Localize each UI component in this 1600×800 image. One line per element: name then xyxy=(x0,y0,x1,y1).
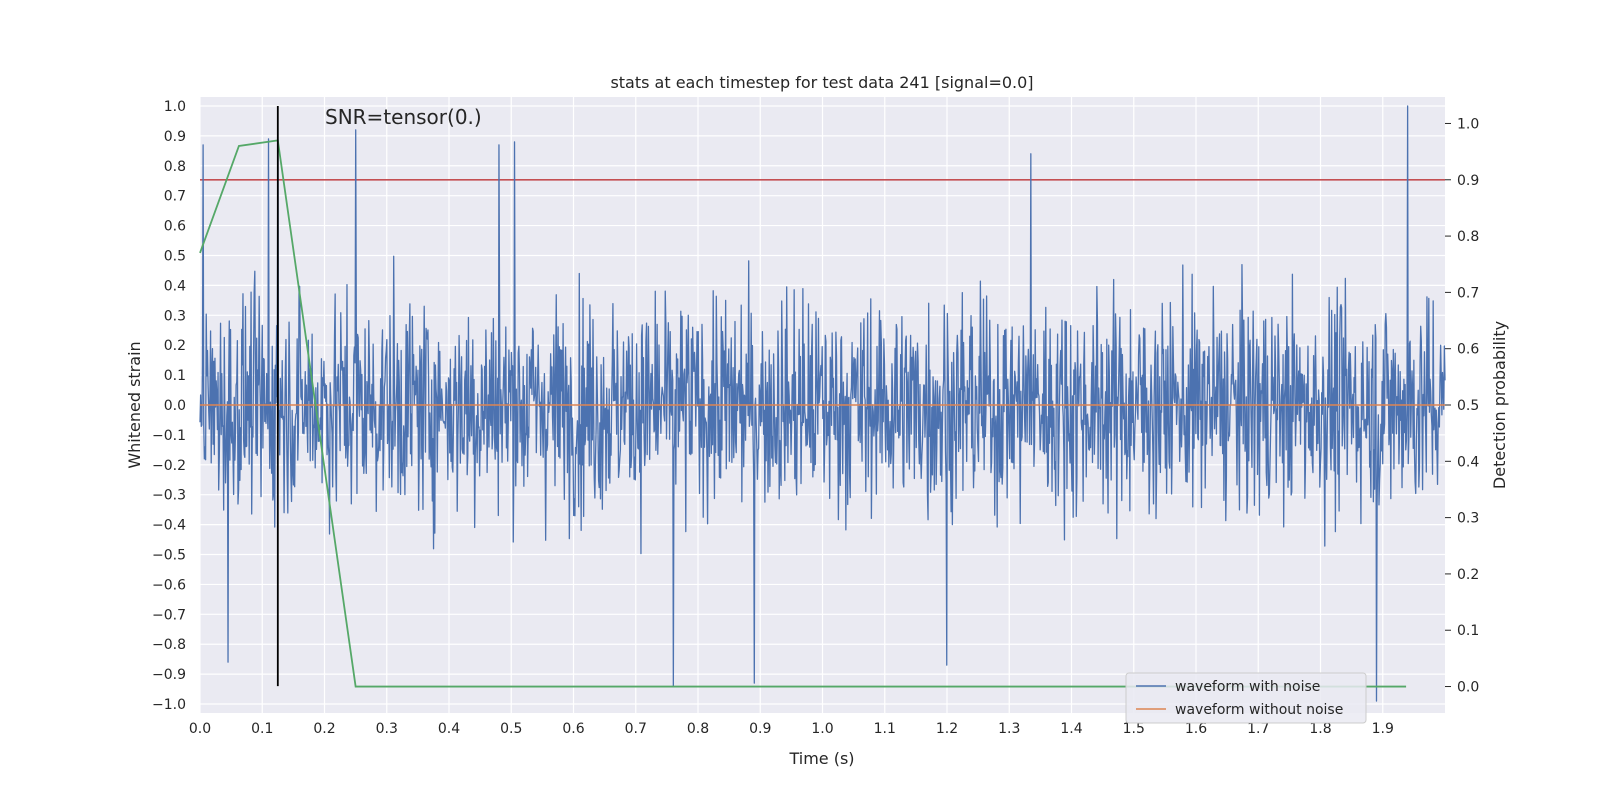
x-tick-label: 0.4 xyxy=(438,721,460,737)
x-axis-label: Time (s) xyxy=(788,749,854,768)
ticks: 0.0 0.1 0.2 0.3 0.4 0.5 0.6 0.7 0.8 0.9 1.0 1.1 1.2 1… xyxy=(152,99,1479,737)
y-tick-label: −0.1 xyxy=(152,428,186,444)
y2-tick-label: 0.5 xyxy=(1457,398,1479,414)
y2-tick-label: 0.3 xyxy=(1457,511,1479,527)
x-tick-label: 0.1 xyxy=(251,721,273,737)
y2-tick-label: 0.0 xyxy=(1457,680,1479,696)
series xyxy=(199,105,1446,702)
y-tick-label: −0.6 xyxy=(152,577,186,593)
x-tick-label: 1.5 xyxy=(1123,721,1145,737)
x-tick-label: 1.2 xyxy=(936,721,958,737)
x-tick-label: 1.1 xyxy=(874,721,896,737)
waveform-with-noise-line xyxy=(199,105,1446,702)
y-tick-label: 0.1 xyxy=(164,368,186,384)
legend-box xyxy=(1125,672,1367,724)
chart-title: stats at each timestep for test data 241… xyxy=(610,73,1033,92)
x-tick-label: 0.0 xyxy=(189,721,211,737)
x-tick-label: 1.4 xyxy=(1060,721,1082,737)
x-tick-label: 0.7 xyxy=(625,721,647,737)
y-tick-label: 1.0 xyxy=(164,99,186,115)
y2-tick-label: 0.8 xyxy=(1457,229,1479,245)
x-tick-label: 0.3 xyxy=(376,721,398,737)
y-tick-label: 0.3 xyxy=(164,308,186,324)
x-tick-label: 1.6 xyxy=(1185,721,1207,737)
y-tick-label: 0.9 xyxy=(164,129,186,145)
y-tick-label: −1.0 xyxy=(152,697,186,713)
y-tick-label: −0.7 xyxy=(152,607,186,623)
y-tick-label: −0.3 xyxy=(152,488,186,504)
y2-tick-label: 0.9 xyxy=(1457,173,1479,189)
y2-tick-label: 0.7 xyxy=(1457,285,1479,301)
x-tick-label: 1.3 xyxy=(998,721,1020,737)
y-axis-label: Whitened strain xyxy=(125,341,144,468)
y2-tick-label: 0.2 xyxy=(1457,567,1479,583)
y-tick-label: 0.8 xyxy=(164,159,186,175)
y2-tick-label: 1.0 xyxy=(1457,116,1479,132)
legend-label-clean: waveform without noise xyxy=(1175,702,1343,718)
x-tick-label: 0.9 xyxy=(749,721,771,737)
detection-probability-line xyxy=(199,139,1407,688)
y-tick-label: −0.5 xyxy=(152,548,186,564)
y2-tick-label: 0.6 xyxy=(1457,342,1479,358)
y2-tick-label: 0.1 xyxy=(1457,623,1479,639)
y-tick-label: −0.4 xyxy=(152,518,186,534)
y-tick-label: 0.4 xyxy=(164,278,186,294)
x-tick-label: 0.8 xyxy=(687,721,709,737)
y-tick-label: 0.6 xyxy=(164,219,186,235)
x-tick-label: 1.9 xyxy=(1372,721,1394,737)
x-tick-label: 1.8 xyxy=(1309,721,1331,737)
y2-tick-label: 0.4 xyxy=(1457,454,1479,470)
legend-label-noise: waveform with noise xyxy=(1175,679,1320,695)
x-tick-label: 1.7 xyxy=(1247,721,1269,737)
x-tick-label: 0.5 xyxy=(500,721,522,737)
y-tick-label: 0.5 xyxy=(164,248,186,264)
x-tick-label: 0.6 xyxy=(562,721,584,737)
y-tick-label: −0.9 xyxy=(152,667,186,683)
y-tick-label: 0.0 xyxy=(164,398,186,414)
legend: waveform with noise waveform without noi… xyxy=(1125,672,1367,724)
snr-annotation: SNR=tensor(0.) xyxy=(325,105,482,129)
y-tick-label: 0.2 xyxy=(164,338,186,354)
y2-axis-label: Detection probability xyxy=(1490,321,1509,489)
y-tick-label: 0.7 xyxy=(164,189,186,205)
x-tick-label: 1.0 xyxy=(811,721,833,737)
y-tick-label: −0.8 xyxy=(152,637,186,653)
x-tick-label: 0.2 xyxy=(313,721,335,737)
y-tick-label: −0.2 xyxy=(152,458,186,474)
